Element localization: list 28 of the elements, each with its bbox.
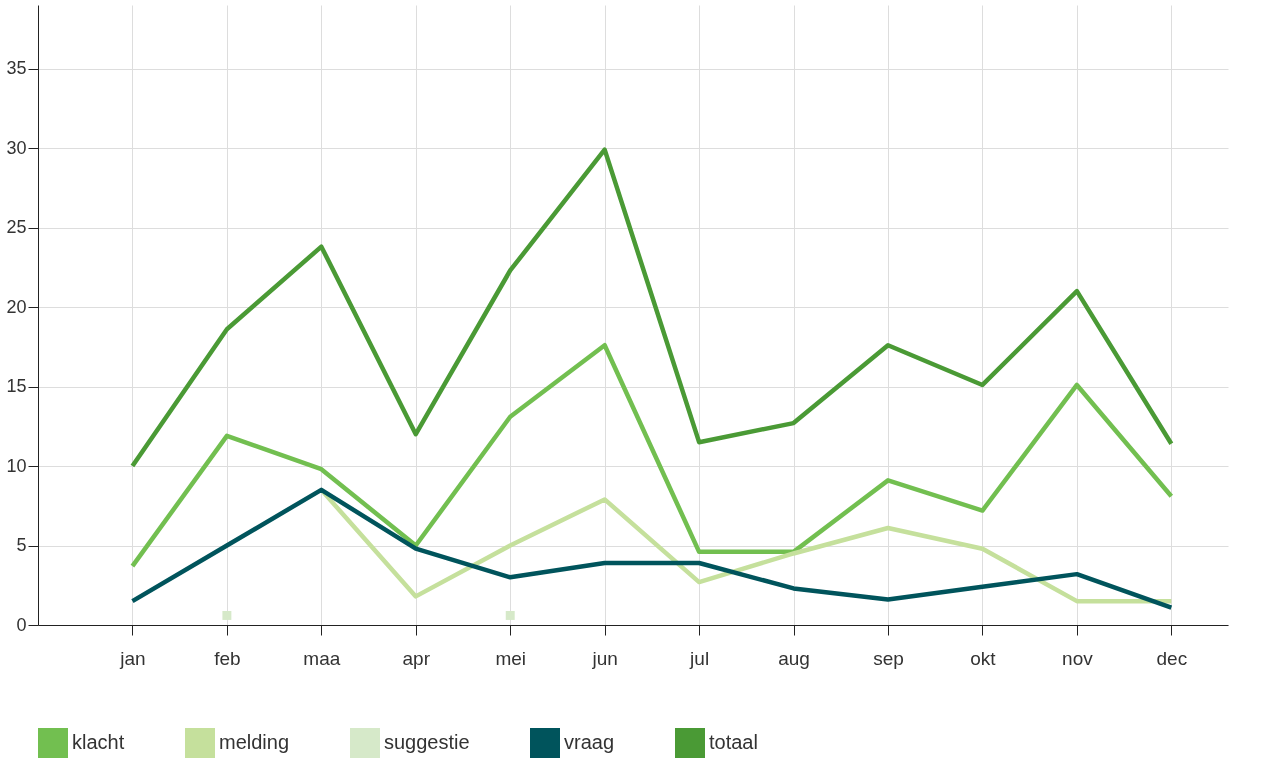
y-tick-label: 5	[16, 535, 27, 556]
x-tick-label: apr	[402, 647, 431, 669]
legend-label: klacht	[72, 731, 125, 753]
x-tick-label: jul	[689, 647, 710, 669]
x-tick-label: aug	[778, 647, 810, 669]
line-series	[130, 342, 1174, 569]
x-tick-label: sep	[873, 647, 904, 669]
line-series	[130, 147, 1174, 469]
x-tick-label: nov	[1062, 647, 1094, 669]
x-tick-label: mei	[495, 647, 527, 669]
y-tick-label: 30	[6, 137, 27, 158]
y-tick-label: 35	[6, 58, 27, 79]
legend-label: suggestie	[384, 731, 470, 753]
y-tick-label: 10	[6, 455, 27, 476]
legend-label: totaal	[709, 731, 758, 753]
x-tick-label: dec	[1156, 647, 1188, 669]
x-tick-label: jun	[591, 647, 618, 669]
legend-label: melding	[219, 731, 290, 753]
x-tick-label: feb	[214, 647, 241, 669]
y-tick-label: 15	[6, 376, 27, 397]
x-tick-label: jan	[119, 647, 146, 669]
y-tick-label: 0	[16, 614, 27, 635]
legend-label: vraag	[564, 731, 615, 753]
line-series	[130, 487, 1174, 610]
y-tick-label: 20	[6, 296, 27, 317]
x-tick-label: okt	[970, 647, 997, 669]
x-tick-label: maa	[303, 647, 341, 669]
y-tick-label: 25	[6, 217, 27, 238]
